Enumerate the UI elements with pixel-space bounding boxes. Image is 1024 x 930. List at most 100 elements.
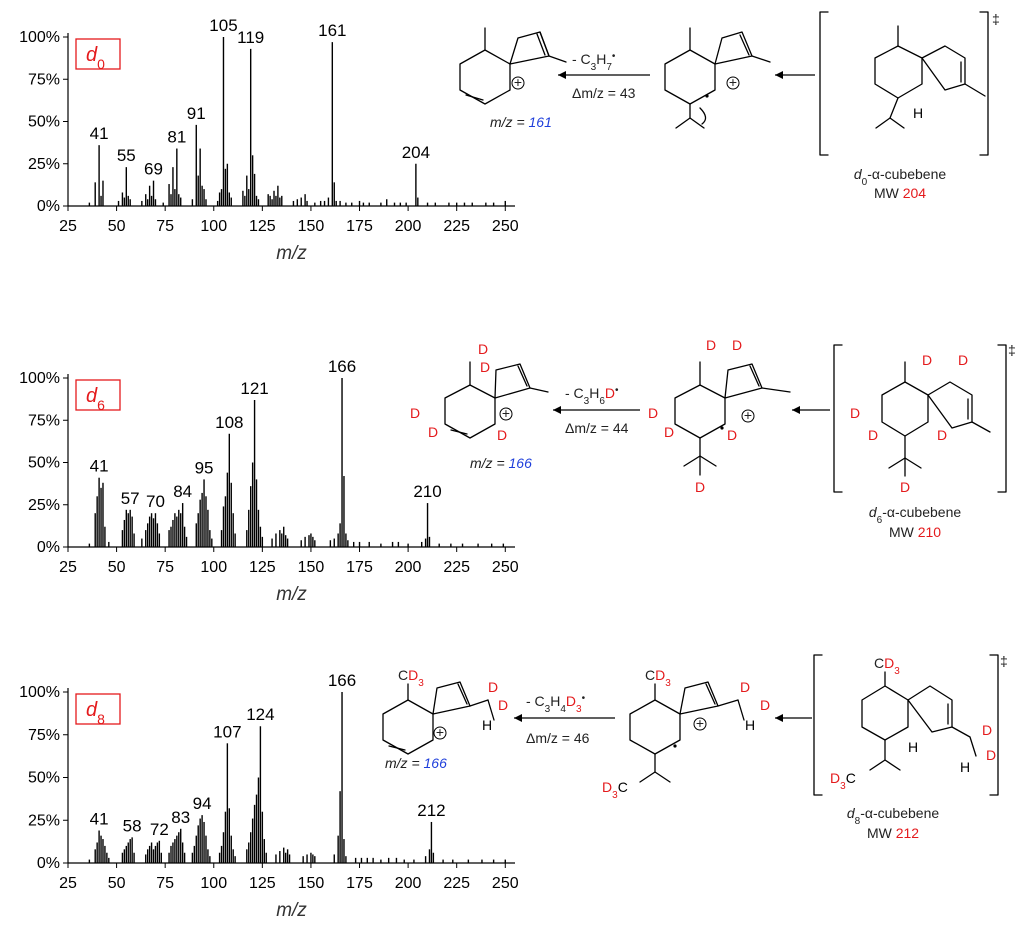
svg-text:+: + [436, 724, 444, 740]
peak-label: 107 [213, 722, 241, 741]
neutral-loss-label-d6: - C3H6D• [565, 385, 619, 407]
intermediate-structure-d8: + CD3 D D H D3C [602, 667, 770, 801]
fragment-structure-161: + [459, 27, 567, 105]
x-tick-label: 200 [395, 559, 422, 576]
scheme-d8: + CD3 D D H m/z = 166 - C3H4D3• Δm/z = 4… [382, 653, 1008, 841]
x-tick-label: 175 [346, 875, 373, 892]
peak-label: 69 [144, 160, 163, 179]
fragment-mz-label: m/z = 161 [490, 114, 552, 130]
peak-label: 94 [193, 794, 212, 813]
peak-label: 57 [121, 489, 140, 508]
svg-text:D: D [740, 679, 750, 695]
svg-text:D: D [937, 427, 947, 443]
x-tick-label: 25 [59, 559, 77, 576]
x-tick-label: 100 [200, 875, 227, 892]
svg-text:H: H [908, 739, 918, 755]
y-tick-label: 100% [19, 684, 60, 701]
x-tick-label: 250 [492, 218, 519, 235]
svg-text:H: H [960, 759, 970, 775]
svg-text:D: D [497, 427, 507, 443]
y-tick-label: 0% [37, 198, 60, 215]
svg-text:CD3: CD3 [645, 667, 671, 689]
x-tick-label: 225 [443, 875, 470, 892]
molecular-weight-d0: MW 204 [874, 185, 926, 201]
peak-label: 81 [167, 128, 186, 147]
x-tick-label: 175 [346, 559, 373, 576]
peak-label: 119 [237, 28, 264, 47]
svg-text:D: D [695, 479, 705, 495]
scheme-d6: + D D D D D m/z = 166 - C3H6D• Δm/z = 44 [410, 337, 1016, 540]
peak-label: 161 [318, 21, 346, 40]
spectrum-panel-d6: 0% 25% 50% 75% 100% 25 50 75 100 125 150 175 200 225 2… [19, 357, 519, 605]
peak-label: 83 [171, 808, 190, 827]
y-tick-label: 25% [28, 812, 60, 829]
x-axis-label: m/z [276, 243, 307, 264]
fragment-structure-166-d8: + CD3 D D H [382, 667, 508, 755]
peak-label: 41 [90, 457, 109, 476]
x-tick-label: 250 [492, 875, 519, 892]
svg-text:D: D [732, 337, 742, 353]
x-tick-label: 50 [108, 559, 126, 576]
svg-text:‡: ‡ [1000, 653, 1008, 669]
peak-label: 108 [215, 413, 243, 432]
svg-text:D: D [648, 405, 658, 421]
svg-text:D: D [664, 424, 674, 440]
x-tick-label: 75 [156, 875, 174, 892]
svg-text:H: H [745, 717, 755, 733]
svg-text:+: + [696, 715, 704, 731]
peak-label: 166 [328, 357, 356, 376]
svg-text:D: D [410, 405, 420, 421]
x-tick-label: 250 [492, 559, 519, 576]
svg-text:‡: ‡ [1008, 342, 1016, 358]
y-tick-label: 75% [28, 71, 60, 88]
y-tick-label: 75% [28, 412, 60, 429]
svg-text:CD3: CD3 [874, 655, 900, 677]
svg-text:D: D [478, 341, 488, 357]
y-tick-label: 100% [19, 29, 60, 46]
fragment-mz-label-d6: m/z = 166 [470, 455, 532, 471]
y-tick-label: 50% [28, 114, 60, 131]
delta-mz-label-d6: Δm/z = 44 [565, 420, 629, 436]
svg-text:D: D [922, 352, 932, 368]
svg-text:+: + [744, 407, 752, 423]
x-tick-label: 125 [249, 218, 276, 235]
peak-label: 55 [117, 146, 136, 165]
parent-ion-d8: ‡ CD3 D D H H D3C [813, 653, 1008, 796]
x-tick-label: 225 [443, 218, 470, 235]
x-tick-label: 25 [59, 218, 77, 235]
x-tick-label: 125 [249, 559, 276, 576]
y-tick-label: 0% [37, 539, 60, 556]
compound-name-d8: d8-α-cubebene [847, 805, 939, 827]
svg-text:D3C: D3C [830, 770, 856, 792]
svg-text:CD3: CD3 [398, 667, 424, 689]
x-axis-label: m/z [276, 900, 307, 921]
svg-text:D: D [986, 747, 996, 763]
isotope-badge [75, 38, 121, 70]
svg-text:D: D [706, 337, 716, 353]
spectrum-panel-d8: 0% 25% 50% 75% 100% 25 50 75 100 125 150 175 200 225 2… [19, 671, 519, 921]
peak-label: 105 [209, 16, 237, 35]
compound-name-d0: d0-α-cubebene [854, 166, 946, 188]
x-tick-label: 25 [59, 875, 77, 892]
svg-text:D: D [868, 427, 878, 443]
y-tick-label: 25% [28, 156, 60, 173]
peak-label: 41 [90, 810, 109, 829]
peak-label: 210 [413, 482, 441, 501]
x-tick-label: 200 [395, 875, 422, 892]
x-tick-label: 75 [156, 218, 174, 235]
x-tick-label: 50 [108, 875, 126, 892]
isotope-badge-label: d0 [86, 44, 105, 72]
peak-label: 41 [90, 124, 109, 143]
peak-label: 70 [146, 492, 165, 511]
x-tick-label: 225 [443, 559, 470, 576]
x-tick-label: 175 [346, 218, 373, 235]
peak-label: 204 [402, 143, 430, 162]
isotope-badge [75, 693, 121, 725]
parent-ion-d0: ‡ H [819, 11, 1000, 156]
x-tick-label: 50 [108, 218, 126, 235]
intermediate-structure-d6: + D D D D D D [648, 337, 791, 495]
y-tick-label: 75% [28, 727, 60, 744]
peak-label: 212 [417, 801, 445, 820]
y-tick-label: 50% [28, 770, 60, 787]
